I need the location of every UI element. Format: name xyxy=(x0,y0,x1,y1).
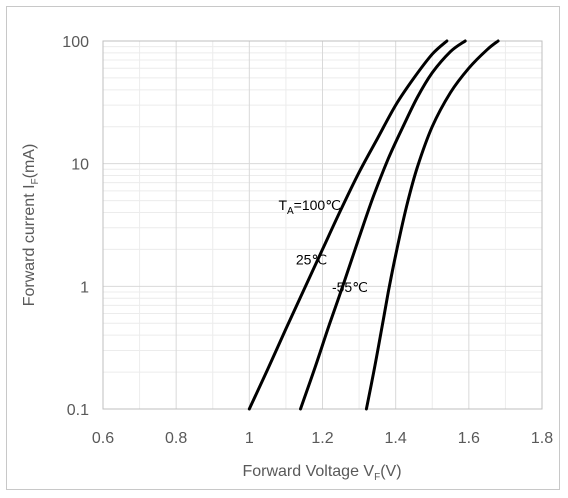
curves xyxy=(247,39,500,411)
curve-100c xyxy=(247,39,449,411)
x-tick-label: 1.2 xyxy=(311,430,333,447)
y-axis-title: Forward current IF(mA) xyxy=(21,144,41,307)
curve-labels: TA=100℃ 25℃ -55℃ xyxy=(278,197,367,295)
curve-25c xyxy=(299,39,467,411)
y-tick-labels: 0.1 1 10 100 xyxy=(62,34,89,419)
major-grid xyxy=(102,40,543,410)
plot-area-border xyxy=(102,40,543,410)
curve-label-minus55c: -55℃ xyxy=(332,279,368,295)
y-tick-label: 10 xyxy=(71,157,89,174)
x-tick-label: 1.8 xyxy=(531,430,553,447)
x-tick-label: 0.6 xyxy=(92,430,114,447)
curve-label-100c: TA=100℃ xyxy=(278,197,341,217)
x-tick-label: 1.4 xyxy=(385,430,407,447)
x-tick-label: 1.6 xyxy=(458,430,480,447)
y-tick-label: 100 xyxy=(62,34,89,51)
curve-label-25c: 25℃ xyxy=(296,252,327,268)
axes xyxy=(102,40,543,410)
y-tick-label: 1 xyxy=(80,279,89,296)
x-axis-title: Forward Voltage VF(V) xyxy=(242,463,401,483)
x-tick-labels: 0.6 0.8 1 1.2 1.4 1.6 1.8 xyxy=(92,430,553,447)
y-tick-label: 0.1 xyxy=(67,402,89,419)
x-tick-label: 0.8 xyxy=(165,430,187,447)
x-tick-label: 1 xyxy=(245,430,254,447)
curve-minus55c xyxy=(364,39,500,411)
